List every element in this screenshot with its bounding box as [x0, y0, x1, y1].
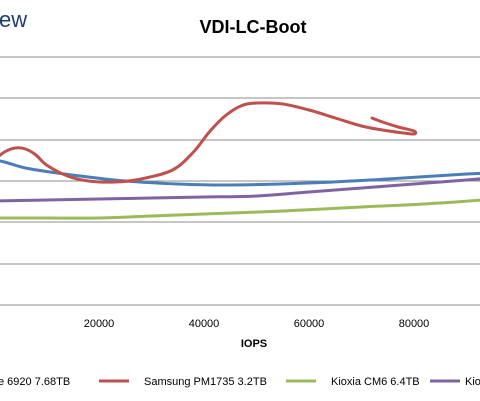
- series-line-0: [0, 159, 480, 187]
- legend-label: Samsung PM1735 3.2TB: [144, 376, 267, 388]
- legend-label: Kioxia CM6 6.4TB: [331, 376, 420, 388]
- brand-logo-text: ew: [0, 7, 27, 32]
- legend-label: e 6920 7.68TB: [0, 376, 70, 388]
- legend-label: Kio: [465, 376, 480, 388]
- x-tick-label: 60000: [294, 318, 325, 330]
- series-line-2: [0, 198, 480, 220]
- x-axis-title: IOPS: [241, 338, 267, 350]
- x-axis-ticks: 020000400006000080000100000: [84, 318, 430, 330]
- legend: e 6920 7.68TB Samsung PM1735 3.2TB Kioxia …: [0, 376, 480, 388]
- x-tick-label: 40000: [189, 318, 220, 330]
- gridlines: [0, 56, 480, 265]
- series-line-3: [0, 177, 480, 203]
- series-line-1: [0, 101, 418, 184]
- series-lines: [0, 101, 480, 220]
- x-tick-label: 20000: [84, 318, 115, 330]
- chart-title: VDI-LC-Boot: [200, 17, 307, 37]
- x-tick-label: 80000: [399, 318, 430, 330]
